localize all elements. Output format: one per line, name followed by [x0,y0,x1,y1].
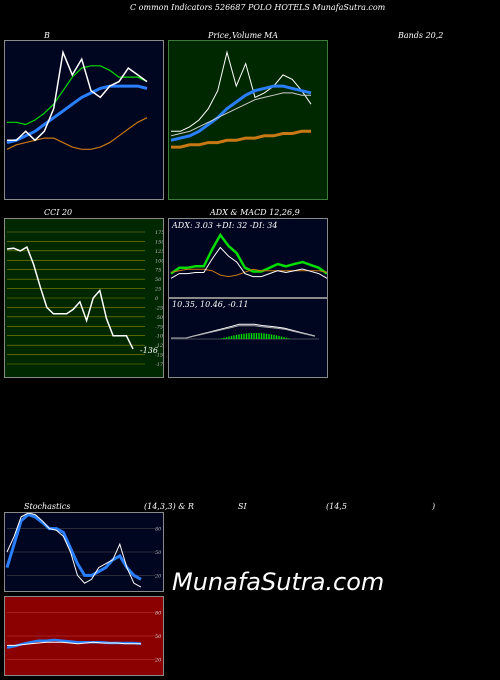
bands-params: Bands 20,2 [398,31,444,40]
watermark: MunafaSutra.com [172,568,385,596]
page-title: C ommon Indicators 526687 POLO HOTELS Mu… [130,3,386,12]
cci-tick-label: -25 [155,305,163,311]
cci-last-value: -136 [140,346,158,355]
rsi-tick-label: 20 [154,657,162,663]
rsi-params-close: ) [432,502,436,511]
cci-title: CCI 20 [44,208,73,217]
adx-title: ADX & MACD 12,26,9 [210,208,300,217]
bands-panel [4,40,164,200]
cci-line [6,246,134,350]
cci-tick-label: 100 [155,258,163,264]
bands-upper-line [7,65,148,126]
stoch-panel: 80 50 20 [4,512,164,592]
stoch-params: (14,3,3) & R [144,502,194,511]
stoch-tick-label: 80 [155,527,162,533]
bands-chart [6,49,148,150]
cci-tick-label: 175 [155,230,163,236]
rsi-tick-label: 50 [155,634,162,640]
cci-tick-label: -175 [155,362,163,368]
cci-tick-label: 50 [155,277,162,283]
adx-values: ADX: 3.03 +DI: 32 -DI: 34 [172,221,278,230]
adx-chart [170,232,327,279]
adx-panel [168,218,328,298]
cci-tick-label: 25 [154,287,161,293]
cci-tick-label: 150 [155,239,163,245]
rsi-signal-line [7,641,141,646]
cci-tick-label: 0 [155,296,159,302]
rsi-params: (14,5 [326,502,347,511]
macd-panel [168,298,328,378]
rsi-panel: 80 50 20 [4,596,164,676]
cci-chart: 175 150 125 100 75 50 25 0 -25 -50 -75 -100 -125 -150… [6,230,163,368]
minus-di-line [170,268,327,278]
adx-line [170,246,327,279]
rsi-tick-label: 80 [155,611,162,617]
stoch-chart: 80 50 20 [5,513,162,588]
rsi-chart: 80 50 20 [6,611,162,663]
cci-panel: 175 150 125 100 75 50 25 0 -25 -50 -75 -100 -125 -150… [4,218,164,378]
macd-signal-line [171,325,316,339]
cci-tick-label: -150 [155,353,163,359]
price-ma-mid-line [170,92,311,137]
cci-tick-label: -50 [155,315,163,321]
price-panel [168,40,328,200]
stoch-title: Stochastics [24,502,71,511]
stoch-tick-label: 50 [155,550,162,556]
cci-tick-label: 75 [155,268,161,274]
price-ma-long-line [171,129,311,149]
stoch-d-line [6,513,142,588]
volume-title: Volume [232,31,262,40]
bands-mid-line [6,84,148,145]
ma-title: MA [264,31,278,40]
bands-price-line [7,49,148,142]
price-title: Price, [208,31,232,40]
price-ma-line [170,84,312,142]
macd-values: 10.35, 10.46, -0.11 [172,300,249,309]
stoch-k-line [5,513,142,581]
rsi-title: SI [238,502,247,511]
cci-tick-label: 125 [155,249,163,255]
price-chart [170,50,312,149]
macd-chart [171,323,319,340]
plus-di-line [170,232,327,275]
cci-tick-label: -125 [155,343,163,349]
bands-title: B [44,31,50,40]
bands-lower-line [6,117,148,150]
cci-tick-label: -75 [155,324,163,330]
cci-tick-label: -100 [155,334,163,340]
stoch-tick-label: 20 [154,573,162,579]
price-close-line [171,50,312,132]
